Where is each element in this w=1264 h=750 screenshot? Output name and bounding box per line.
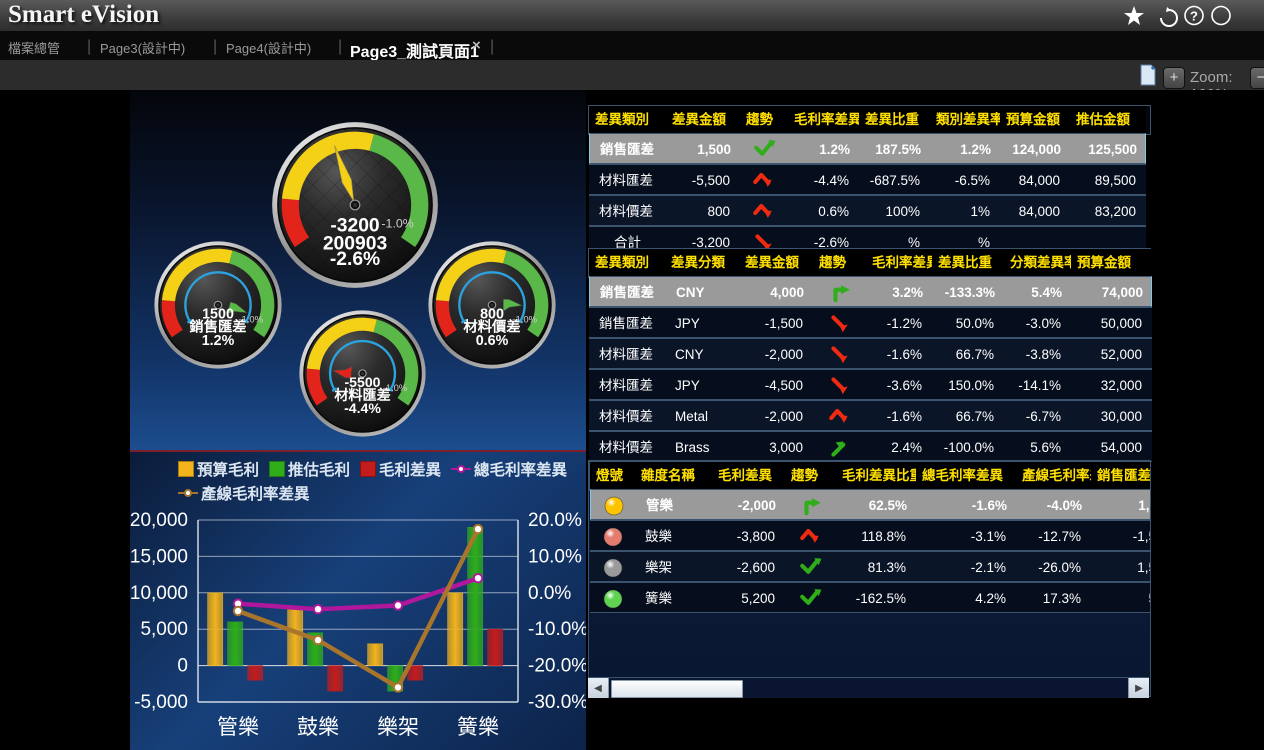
- svg-text:鼓樂: 鼓樂: [297, 716, 339, 739]
- svg-text:-10.0%: -10.0%: [528, 619, 586, 640]
- svg-text:-30.0%: -30.0%: [528, 692, 586, 713]
- svg-text:15,000: 15,000: [130, 546, 188, 567]
- svg-text:簧樂: 簧樂: [457, 716, 499, 739]
- svg-text:0: 0: [177, 656, 188, 677]
- svg-text:0.6%: 0.6%: [476, 333, 509, 349]
- svg-text:20,000: 20,000: [130, 510, 188, 531]
- svg-text:20.0%: 20.0%: [528, 510, 582, 531]
- svg-text:1.2%: 1.2%: [202, 333, 235, 349]
- svg-text:?: ?: [1190, 9, 1198, 24]
- svg-text:-1.0%: -1.0%: [381, 216, 413, 230]
- svg-text:-20.0%: -20.0%: [528, 656, 586, 677]
- svg-text:5,000: 5,000: [140, 619, 188, 640]
- svg-text:-4.4%: -4.4%: [344, 400, 381, 416]
- svg-text:樂架: 樂架: [377, 716, 419, 739]
- svg-text:10,000: 10,000: [130, 583, 188, 604]
- svg-text:-5,000: -5,000: [134, 692, 188, 713]
- svg-text:-2.6%: -2.6%: [329, 248, 379, 269]
- svg-text:管樂: 管樂: [217, 716, 259, 739]
- svg-text:10.0%: 10.0%: [528, 546, 582, 567]
- svg-text:0.0%: 0.0%: [528, 583, 571, 604]
